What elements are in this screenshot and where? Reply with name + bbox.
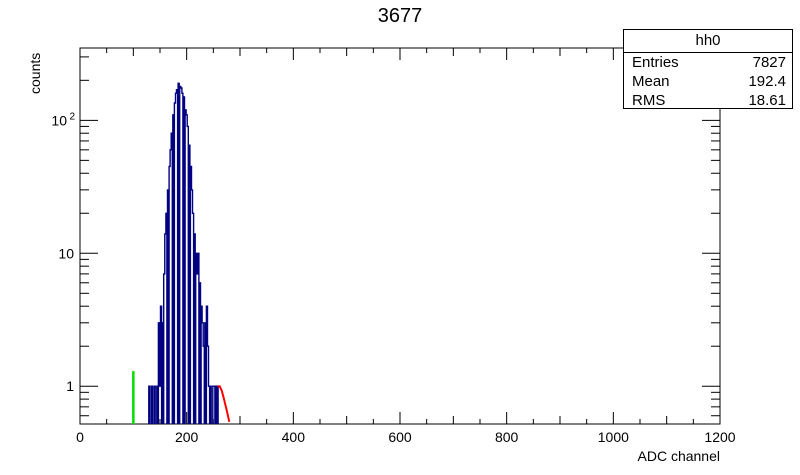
- stats-label: Entries: [632, 54, 679, 71]
- x-tick-label: 1000: [598, 429, 629, 445]
- series-layer: [132, 82, 231, 424]
- histogram-series: [148, 82, 219, 424]
- x-tick-label: 200: [175, 429, 199, 445]
- stats-label: RMS: [632, 92, 666, 109]
- x-tick-label: 600: [388, 429, 412, 445]
- x-tick-label: 800: [495, 429, 519, 445]
- stats-row-entries: Entries 7827: [624, 53, 792, 72]
- stats-label: Mean: [632, 73, 670, 90]
- x-tick-label: 400: [282, 429, 306, 445]
- y-tick-label: 10: [58, 245, 74, 261]
- chart-title: 3677: [378, 5, 423, 27]
- x-tick-label: 1200: [704, 429, 735, 445]
- stats-value: 7827: [752, 54, 786, 71]
- y-axis-label: counts: [27, 53, 43, 94]
- stats-row-rms: RMS 18.61: [624, 91, 792, 110]
- y-tick-label: 10: [51, 112, 67, 128]
- stats-box: hh0 Entries 7827 Mean 192.4 RMS 18.61: [623, 29, 793, 109]
- stats-title: hh0: [624, 30, 792, 53]
- x-axis-ticks: 0 200 400 600 800 1000 1200: [76, 48, 736, 445]
- stats-value: 192.4: [748, 73, 786, 90]
- fit-curve: [217, 385, 231, 423]
- x-tick-label: 0: [76, 429, 84, 445]
- x-axis-label: ADC channel: [638, 448, 721, 464]
- stats-value: 18.61: [748, 92, 786, 109]
- y-tick-exponent: 2: [69, 111, 75, 122]
- y-tick-label: 1: [66, 378, 74, 394]
- stats-row-mean: Mean 192.4: [624, 72, 792, 91]
